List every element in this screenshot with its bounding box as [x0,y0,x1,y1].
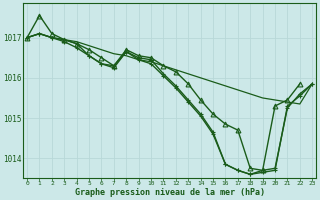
X-axis label: Graphe pression niveau de la mer (hPa): Graphe pression niveau de la mer (hPa) [75,188,265,197]
